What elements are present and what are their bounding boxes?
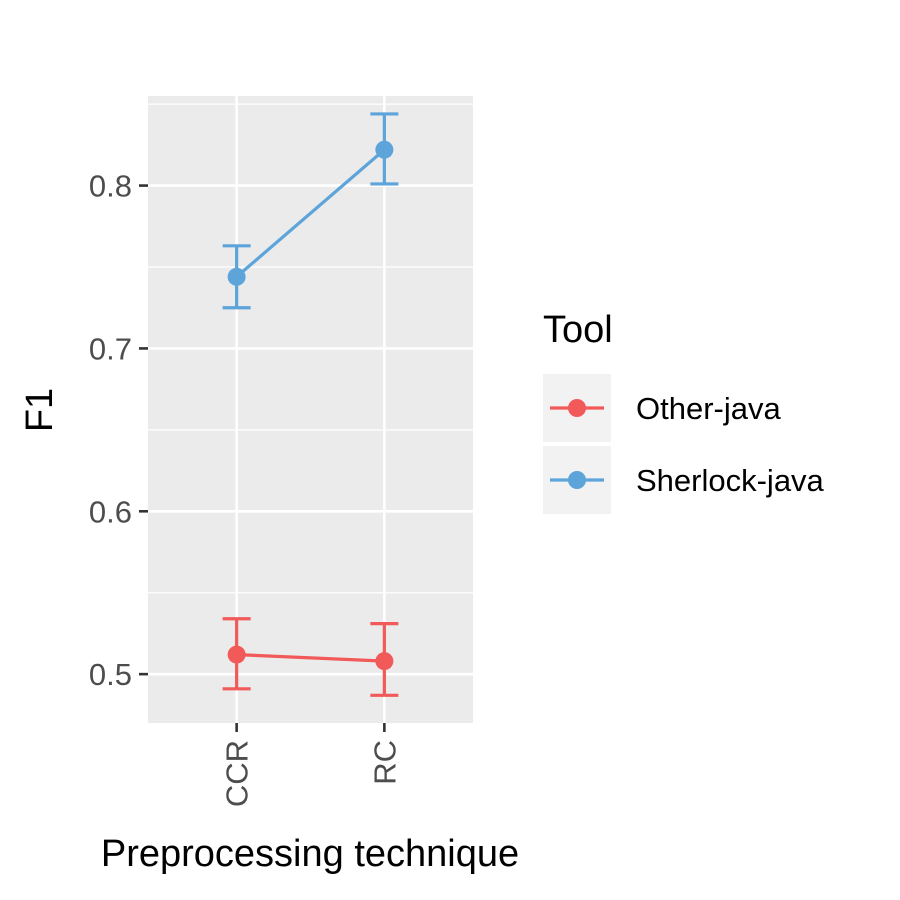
series-line	[235, 148, 386, 278]
series-sherlock-java	[222, 112, 399, 310]
legend-title: Tool	[543, 309, 613, 351]
x-axis-title: Preprocessing technique	[101, 833, 519, 875]
x-tick-label: RC	[367, 740, 402, 785]
y-tick-label: 0.7	[89, 331, 132, 366]
legend-keys: Other-java Sherlock-java	[543, 374, 825, 514]
data-point	[227, 645, 246, 664]
y-tick-label: 0.6	[89, 494, 132, 529]
x-tick-label: CCR	[220, 740, 255, 807]
y-tick-label: 0.5	[89, 657, 132, 692]
x-axis: CCR RC	[220, 723, 402, 807]
y-axis-title: F1	[19, 388, 61, 432]
y-tick-label: 0.8	[89, 169, 132, 204]
legend: Tool Other-java Sherlock-java	[543, 309, 825, 514]
data-point	[227, 267, 246, 286]
legend-item: Sherlock-java	[543, 446, 825, 514]
legend-key-point	[568, 399, 586, 417]
legend-label: Sherlock-java	[636, 463, 825, 498]
legend-item: Other-java	[543, 374, 781, 442]
series-other-java	[222, 617, 399, 697]
data-point	[375, 652, 394, 671]
minor-gridlines	[148, 103, 473, 594]
data-point	[375, 140, 394, 159]
plot-panel	[148, 96, 473, 723]
series-line	[236, 653, 385, 663]
series-layer	[222, 112, 399, 697]
y-axis: 0.5 0.6 0.7 0.8	[89, 169, 148, 692]
legend-label: Other-java	[636, 391, 781, 426]
legend-key-point	[568, 471, 586, 489]
